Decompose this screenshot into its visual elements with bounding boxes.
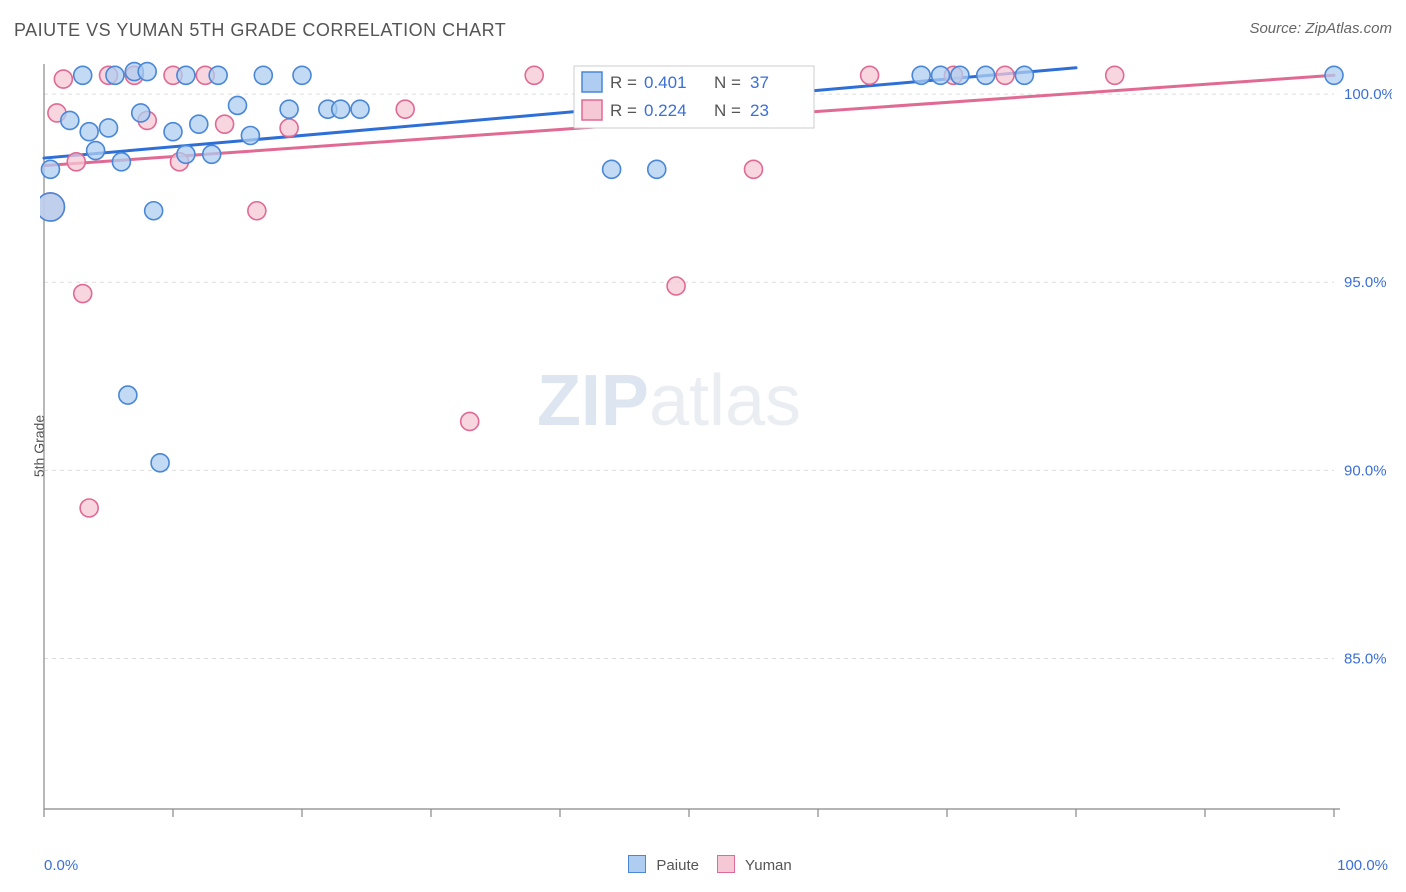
data-point <box>525 66 543 84</box>
data-point <box>977 66 995 84</box>
chart-header: PAIUTE VS YUMAN 5TH GRADE CORRELATION CH… <box>14 20 1392 50</box>
data-point <box>40 193 64 221</box>
data-point <box>280 100 298 118</box>
data-point <box>254 66 272 84</box>
data-point <box>74 285 92 303</box>
data-point <box>177 145 195 163</box>
data-point <box>996 66 1014 84</box>
data-point <box>74 66 92 84</box>
data-point <box>132 104 150 122</box>
data-point <box>745 160 763 178</box>
data-point <box>54 70 72 88</box>
data-point <box>145 202 163 220</box>
y-tick-label: 95.0% <box>1344 274 1387 291</box>
legend-n-value: 23 <box>750 101 769 120</box>
data-point <box>912 66 930 84</box>
legend-n-value: 37 <box>750 73 769 92</box>
y-tick-label: 90.0% <box>1344 462 1387 479</box>
data-point <box>106 66 124 84</box>
legend-label-paiute: Paiute <box>656 857 699 874</box>
data-point <box>351 100 369 118</box>
data-point <box>280 119 298 137</box>
data-point <box>1015 66 1033 84</box>
data-point <box>41 160 59 178</box>
scatter-plot-svg: 85.0% 90.0% 95.0% 100.0% ZIPatlas R = 0.401 N =… <box>40 60 1392 837</box>
data-point <box>461 412 479 430</box>
data-point <box>861 66 879 84</box>
data-point <box>203 145 221 163</box>
legend-n-label: N = <box>714 73 741 92</box>
data-point <box>67 153 85 171</box>
data-point <box>164 123 182 141</box>
legend-swatch-paiute <box>628 855 646 873</box>
chart-source: Source: ZipAtlas.com <box>1249 20 1392 37</box>
data-point <box>396 100 414 118</box>
legend-swatch-yuman <box>717 855 735 873</box>
data-point <box>603 160 621 178</box>
data-point <box>209 66 227 84</box>
data-point <box>951 66 969 84</box>
data-point <box>80 499 98 517</box>
data-point <box>248 202 266 220</box>
legend-swatch <box>582 72 602 92</box>
data-point <box>138 63 156 81</box>
legend-r-value: 0.401 <box>644 73 687 92</box>
data-point <box>1106 66 1124 84</box>
data-point <box>151 454 169 472</box>
legend-n-label: N = <box>714 101 741 120</box>
data-point <box>332 100 350 118</box>
data-point <box>177 66 195 84</box>
data-point <box>61 111 79 129</box>
data-point <box>87 142 105 160</box>
legend-r-label: R = <box>610 101 637 120</box>
watermark: ZIPatlas <box>537 361 801 441</box>
data-point <box>100 119 118 137</box>
legend-r-label: R = <box>610 73 637 92</box>
data-point <box>112 153 130 171</box>
data-point <box>932 66 950 84</box>
data-point <box>1325 66 1343 84</box>
legend-swatch <box>582 100 602 120</box>
legend-r-value: 0.224 <box>644 101 687 120</box>
data-point <box>229 96 247 114</box>
plot-area: 85.0% 90.0% 95.0% 100.0% ZIPatlas R = 0.401 N =… <box>40 60 1392 837</box>
data-point <box>190 115 208 133</box>
legend-label-yuman: Yuman <box>745 857 792 874</box>
chart-title: PAIUTE VS YUMAN 5TH GRADE CORRELATION CH… <box>14 20 506 40</box>
y-tick-label: 100.0% <box>1344 86 1392 103</box>
bottom-legend: Paiute Yuman <box>0 855 1406 874</box>
data-point <box>80 123 98 141</box>
data-point <box>241 126 259 144</box>
data-point <box>648 160 666 178</box>
data-point <box>293 66 311 84</box>
y-tick-label: 85.0% <box>1344 650 1387 667</box>
data-point <box>216 115 234 133</box>
data-point <box>119 386 137 404</box>
data-point <box>667 277 685 295</box>
